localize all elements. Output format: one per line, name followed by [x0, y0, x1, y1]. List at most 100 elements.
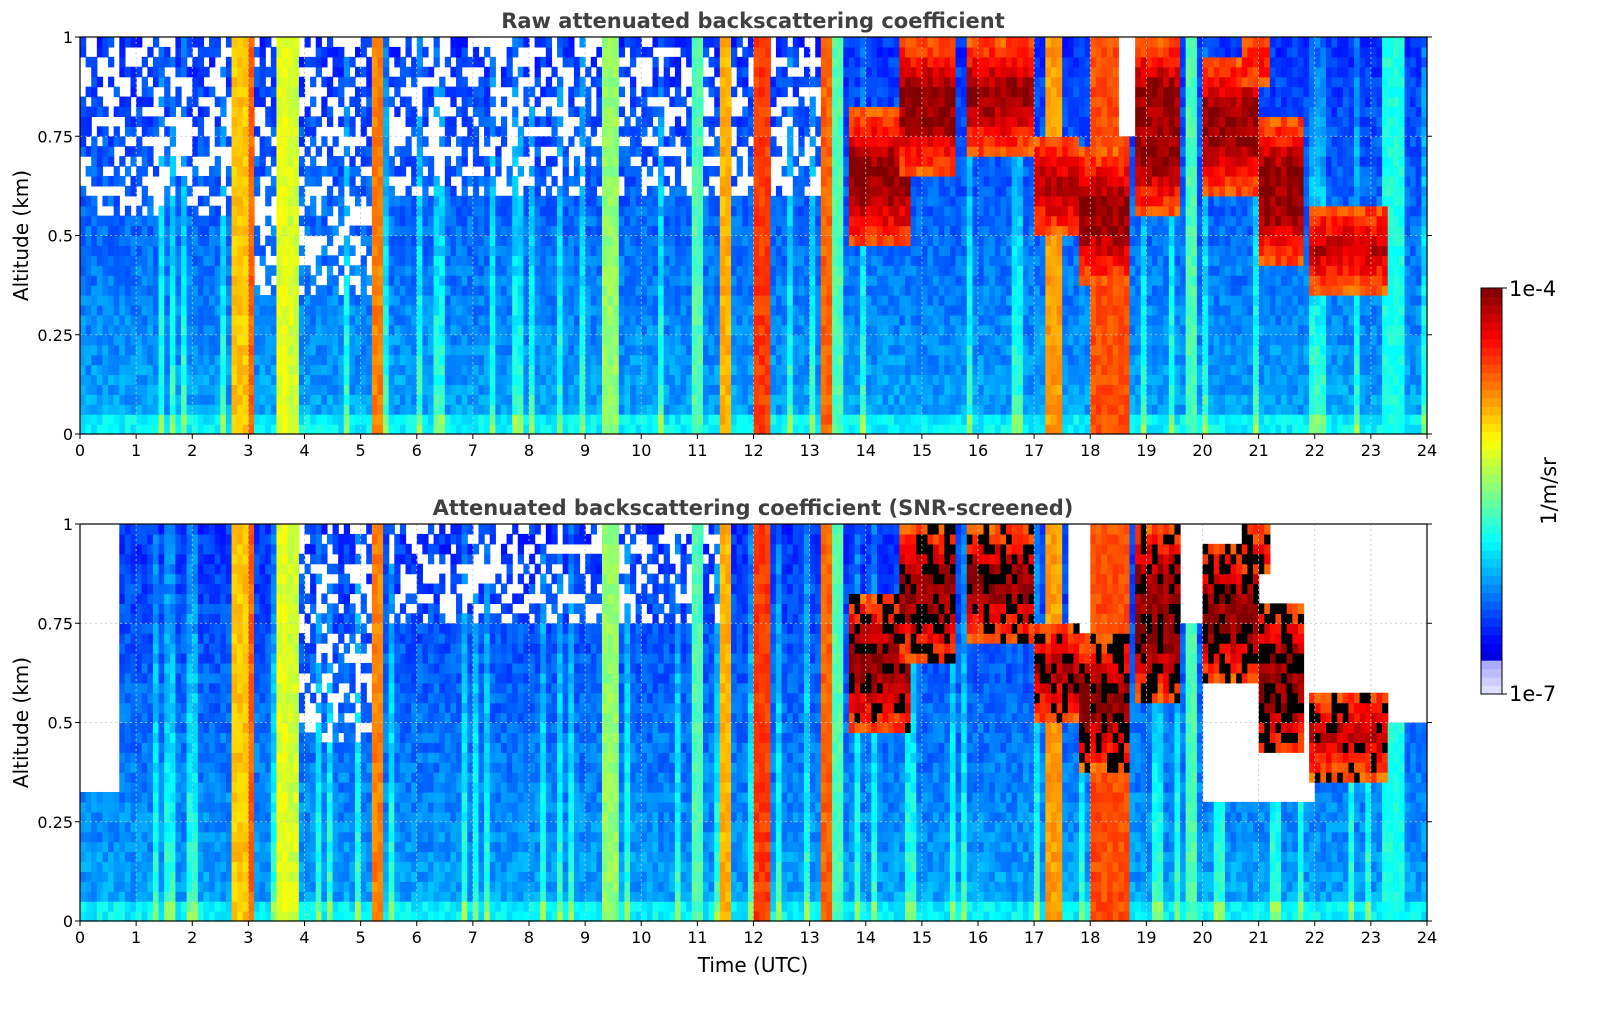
heatmap-cell — [225, 265, 233, 276]
heatmap-cell — [253, 96, 261, 108]
heatmap-cell — [568, 314, 575, 326]
heatmap-cell — [270, 374, 278, 385]
heatmap-cell — [349, 225, 356, 237]
heatmap-cell — [590, 334, 597, 346]
heatmap-cell — [787, 225, 794, 237]
heatmap-cell — [635, 116, 642, 127]
heatmap-cell — [478, 235, 485, 247]
heatmap-cell — [618, 424, 626, 435]
heatmap-cell — [113, 195, 120, 207]
heatmap-cell — [478, 275, 485, 286]
heatmap-cell — [804, 334, 811, 346]
heatmap-cell — [416, 364, 423, 376]
heatmap-cell — [91, 255, 98, 266]
heatmap-cell — [282, 374, 289, 385]
heatmap-cell — [203, 106, 210, 117]
heatmap-cell — [562, 304, 569, 316]
heatmap-cell — [815, 245, 822, 256]
heatmap-cell — [489, 295, 496, 306]
heatmap-cell — [113, 215, 120, 227]
heatmap-cell — [876, 56, 884, 68]
heatmap-cell — [91, 424, 98, 435]
heatmap-cell — [888, 166, 895, 177]
heatmap-cell — [585, 205, 592, 217]
heatmap-cell — [293, 275, 300, 286]
heatmap-cell — [876, 235, 884, 247]
heatmap-cell — [456, 37, 463, 48]
heatmap-cell — [775, 205, 783, 217]
heatmap-cell — [529, 205, 536, 217]
heatmap-cell — [585, 185, 592, 197]
heatmap-cell — [338, 304, 345, 316]
heatmap-cell — [641, 344, 648, 356]
heatmap-cell — [893, 295, 901, 306]
heatmap-cell — [630, 126, 637, 137]
heatmap-cell — [523, 414, 530, 425]
heatmap-cell — [113, 136, 120, 147]
heatmap-cell — [669, 76, 676, 88]
heatmap-cell — [809, 116, 816, 127]
heatmap-cell — [618, 334, 626, 346]
heatmap-cell — [113, 354, 120, 366]
heatmap-cell — [725, 146, 732, 157]
heatmap-cell — [815, 384, 822, 395]
heatmap-cell — [568, 225, 575, 237]
heatmap-cell — [197, 255, 205, 266]
heatmap-cell — [371, 146, 379, 157]
heatmap-cell — [478, 245, 485, 256]
heatmap-cell — [472, 235, 480, 247]
heatmap-cell — [719, 156, 727, 167]
heatmap-cell — [815, 285, 822, 296]
heatmap-cell — [158, 324, 165, 336]
heatmap-cell — [175, 46, 182, 58]
heatmap-cell — [658, 295, 665, 306]
heatmap-cell — [865, 275, 872, 286]
heatmap-cell — [837, 324, 844, 336]
heatmap-cell — [80, 106, 87, 117]
heatmap-cell — [680, 37, 687, 48]
heatmap-cell — [686, 394, 693, 405]
heatmap-cell — [747, 354, 755, 366]
heatmap-cell — [96, 106, 104, 117]
heatmap-cell — [96, 404, 104, 415]
heatmap-cell — [652, 106, 659, 117]
heatmap-cell — [293, 245, 300, 256]
heatmap-cell — [540, 404, 547, 415]
heatmap-cell — [731, 195, 738, 207]
heatmap-cell — [360, 175, 367, 187]
heatmap-cell — [557, 146, 564, 157]
heatmap-cell — [147, 324, 154, 336]
heatmap-cell — [321, 295, 328, 306]
heatmap-cell — [725, 225, 732, 237]
heatmap-cell — [714, 205, 721, 217]
heatmap-cell — [557, 394, 564, 405]
heatmap-cell — [579, 255, 586, 266]
heatmap-cell — [663, 344, 670, 356]
heatmap-cell — [164, 424, 171, 435]
heatmap-cell — [169, 344, 177, 356]
heatmap-cell — [753, 414, 760, 425]
heatmap-cell — [416, 225, 423, 237]
heatmap-cell — [225, 225, 233, 237]
heatmap-cell — [293, 96, 300, 108]
heatmap-cell — [815, 215, 822, 227]
heatmap-cell — [360, 285, 367, 296]
heatmap-cell — [259, 304, 266, 316]
heatmap-cell — [270, 245, 278, 256]
heatmap-cell — [742, 295, 749, 306]
heatmap-cell — [287, 96, 294, 108]
heatmap-cell — [439, 334, 446, 346]
heatmap-cell — [832, 404, 839, 415]
heatmap-cell — [888, 156, 895, 167]
heatmap-cell — [753, 404, 760, 415]
heatmap-cell — [607, 106, 614, 117]
heatmap-cell — [495, 245, 502, 256]
heatmap-cell — [860, 235, 867, 247]
heatmap-cell — [876, 384, 884, 395]
heatmap-cell — [860, 205, 867, 217]
heatmap-cell — [338, 96, 345, 108]
heatmap-cell — [478, 225, 485, 237]
heatmap-cell — [214, 275, 221, 286]
heatmap-cell — [826, 374, 833, 385]
heatmap-cell — [484, 205, 491, 217]
